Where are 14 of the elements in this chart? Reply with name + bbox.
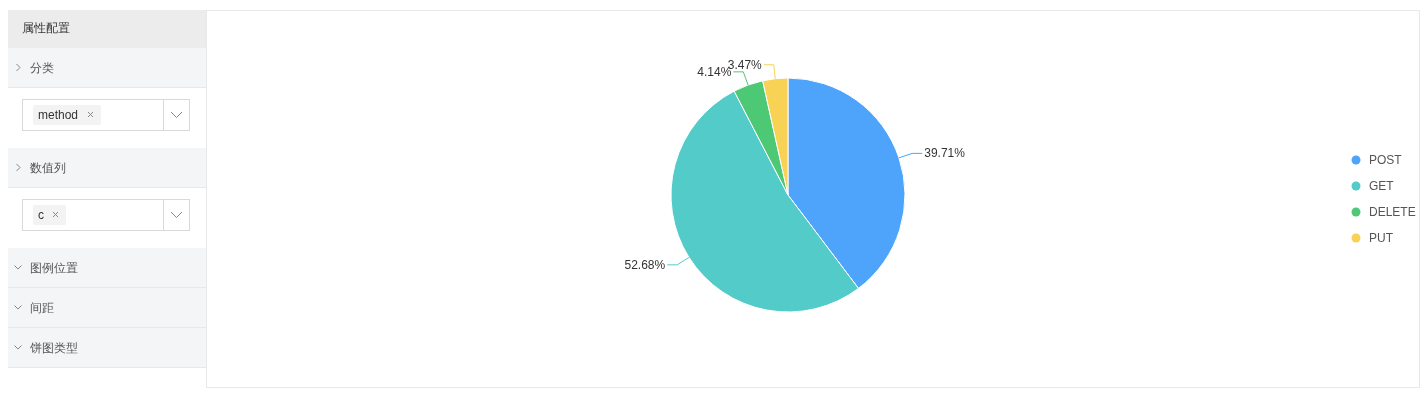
text: 间距 xyxy=(30,301,54,315)
legend-label: GET xyxy=(1369,179,1395,193)
legend-label: PUT xyxy=(1369,231,1394,245)
text: 图例位置 xyxy=(30,261,78,275)
text: 饼图类型 xyxy=(29,341,78,355)
text: method xyxy=(38,108,79,122)
text: 分类 xyxy=(30,61,54,75)
text: 属性配置 xyxy=(22,21,70,35)
legend-label: POST xyxy=(1369,153,1403,167)
data-label: 52.68% xyxy=(624,257,666,272)
text: 数值列 xyxy=(30,161,66,175)
legend-label: DELETE xyxy=(1369,205,1416,219)
data-label: 39.71% xyxy=(924,146,966,161)
text: c xyxy=(38,208,44,222)
